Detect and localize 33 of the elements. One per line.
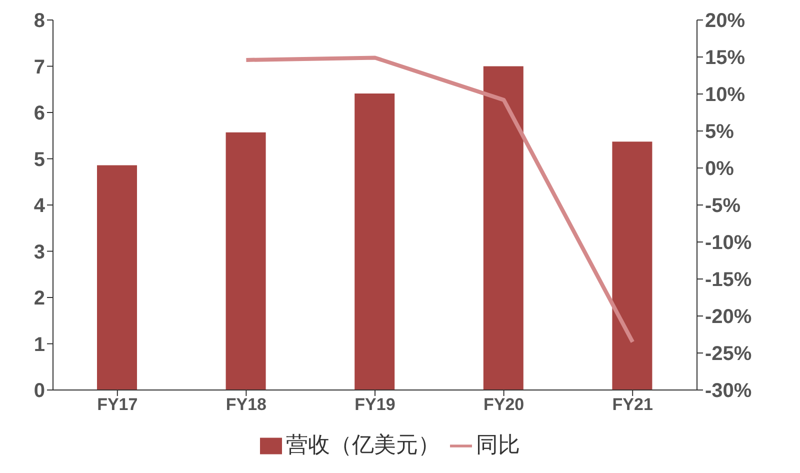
y2-tick-label: -25% xyxy=(705,343,752,366)
y-tick-label: 2 xyxy=(34,288,45,310)
bar xyxy=(483,66,524,390)
y-tick-label: 5 xyxy=(34,148,45,171)
x-tick-label: FY18 xyxy=(226,395,267,414)
y2-tick-label: -10% xyxy=(705,232,752,254)
y2-tick-label: -20% xyxy=(705,306,752,328)
y-tick-label: 1 xyxy=(34,334,45,356)
y-tick-label: 7 xyxy=(34,56,45,78)
y-tick-label: 3 xyxy=(34,241,45,264)
y2-tick-label: -15% xyxy=(705,269,752,292)
bar xyxy=(354,94,395,390)
x-tick-label: FY20 xyxy=(483,395,524,414)
bar xyxy=(612,142,652,390)
y2-tick-label: 10% xyxy=(705,84,746,106)
y2-tick-label: 5% xyxy=(705,121,734,144)
bar xyxy=(226,132,266,390)
y2-tick-label: -5% xyxy=(705,195,741,218)
y2-tick-label: 0% xyxy=(705,158,734,180)
x-tick-label: FY17 xyxy=(97,395,138,414)
y-tick-label: 6 xyxy=(34,102,45,125)
y-tick-label: 4 xyxy=(34,195,46,218)
x-tick-label: FY21 xyxy=(612,395,653,414)
y-tick-label: 8 xyxy=(34,10,45,32)
bar xyxy=(97,165,137,390)
y2-tick-label: 20% xyxy=(705,10,746,32)
legend-label: 营收（亿美元） xyxy=(286,432,440,457)
y2-tick-label: -30% xyxy=(705,380,752,402)
line-series xyxy=(244,56,635,344)
y-tick-label: 0 xyxy=(34,380,45,402)
x-tick-label: FY19 xyxy=(354,395,396,414)
legend-label: 同比 xyxy=(476,432,520,457)
y2-tick-label: 15% xyxy=(705,47,746,70)
